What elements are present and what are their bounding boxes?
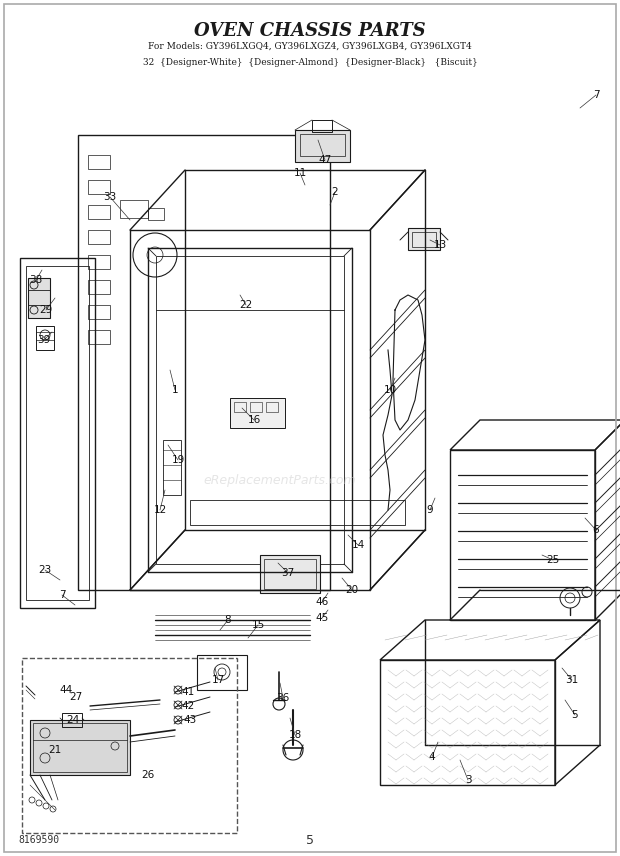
Bar — [36, 326, 54, 350]
Bar — [88, 155, 110, 169]
Text: 13: 13 — [433, 240, 446, 250]
Bar — [230, 398, 285, 428]
Text: 26: 26 — [141, 770, 154, 780]
Text: 16: 16 — [247, 415, 260, 425]
Bar — [156, 256, 344, 564]
Text: 15: 15 — [251, 620, 265, 630]
Bar — [88, 255, 110, 269]
Text: 5: 5 — [572, 710, 578, 720]
Text: 7: 7 — [593, 90, 600, 100]
Text: 38: 38 — [29, 275, 43, 285]
Bar — [88, 230, 110, 244]
Bar — [148, 208, 164, 220]
Bar — [22, 658, 237, 833]
Bar — [295, 130, 350, 162]
Text: 2: 2 — [332, 187, 339, 197]
Text: 11: 11 — [293, 168, 307, 178]
Text: 27: 27 — [69, 692, 82, 702]
Text: 21: 21 — [48, 745, 61, 755]
Bar — [250, 402, 262, 412]
Text: 1: 1 — [172, 385, 179, 395]
Bar — [28, 278, 50, 318]
Text: 8: 8 — [224, 615, 231, 625]
Bar — [264, 559, 316, 589]
Text: 32  {Designer-White}  {Designer-Almond}  {Designer-Black}   {Biscuit}: 32 {Designer-White} {Designer-Almond} {D… — [143, 58, 477, 67]
Bar — [33, 723, 127, 772]
Text: 20: 20 — [345, 585, 358, 595]
Text: 31: 31 — [565, 675, 578, 685]
Text: 18: 18 — [288, 730, 301, 740]
Bar — [300, 134, 345, 156]
Text: 22: 22 — [239, 300, 252, 310]
Bar — [197, 655, 247, 690]
Text: 33: 33 — [104, 192, 117, 202]
Text: 46: 46 — [316, 597, 329, 607]
Text: 10: 10 — [383, 385, 397, 395]
Text: 36: 36 — [277, 693, 290, 703]
Bar — [88, 205, 110, 219]
Text: 37: 37 — [281, 568, 294, 578]
Text: 17: 17 — [211, 675, 224, 685]
Text: 9: 9 — [427, 505, 433, 515]
Text: 25: 25 — [546, 555, 560, 565]
Text: 8169590: 8169590 — [18, 835, 59, 845]
Text: 6: 6 — [593, 525, 600, 535]
Bar — [266, 402, 278, 412]
Text: 4: 4 — [428, 752, 435, 762]
Bar — [88, 305, 110, 319]
Bar — [312, 120, 332, 132]
Bar — [62, 713, 82, 727]
Bar — [450, 450, 595, 620]
Text: 45: 45 — [316, 613, 329, 623]
Text: 24: 24 — [66, 715, 79, 725]
Text: 42: 42 — [182, 701, 195, 711]
Text: 39: 39 — [37, 335, 51, 345]
Bar — [412, 232, 436, 247]
Text: eReplacementParts.com: eReplacementParts.com — [204, 473, 356, 486]
Text: 12: 12 — [153, 505, 167, 515]
Text: 47: 47 — [319, 155, 332, 165]
Bar — [260, 555, 320, 593]
Bar — [20, 258, 95, 608]
Bar — [120, 200, 148, 218]
Text: 19: 19 — [171, 455, 185, 465]
Bar — [234, 402, 246, 412]
Bar — [30, 720, 130, 775]
Bar — [88, 330, 110, 344]
Text: OVEN CHASSIS PARTS: OVEN CHASSIS PARTS — [194, 22, 426, 40]
Bar — [408, 228, 440, 250]
Bar — [78, 135, 330, 590]
Bar — [190, 500, 405, 525]
Text: 5: 5 — [306, 834, 314, 847]
Text: 43: 43 — [184, 715, 197, 725]
Text: 44: 44 — [60, 685, 73, 695]
Bar — [380, 660, 555, 785]
Bar — [88, 280, 110, 294]
Text: 3: 3 — [464, 775, 471, 785]
Text: 14: 14 — [352, 540, 365, 550]
Text: 7: 7 — [59, 590, 65, 600]
Text: 29: 29 — [40, 305, 53, 315]
Bar — [26, 266, 89, 600]
Text: For Models: GY396LXGQ4, GY396LXGZ4, GY396LXGB4, GY396LXGT4: For Models: GY396LXGQ4, GY396LXGZ4, GY39… — [148, 42, 472, 51]
Bar — [88, 180, 110, 194]
Text: 41: 41 — [182, 687, 195, 697]
Bar — [163, 440, 181, 495]
Text: 23: 23 — [38, 565, 51, 575]
